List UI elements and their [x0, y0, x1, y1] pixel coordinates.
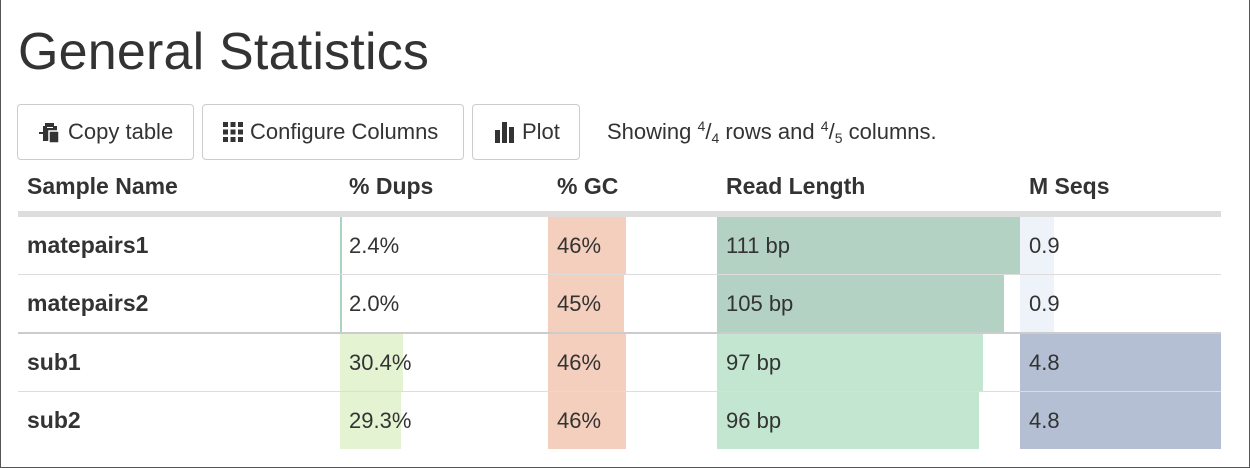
read-length-bar	[717, 334, 983, 391]
m-seqs-bar	[1020, 334, 1221, 391]
read-length-value: 97 bp	[726, 349, 782, 375]
sample-name: sub1	[27, 349, 81, 375]
gc-cell: 45%	[548, 274, 717, 333]
read-length-value: 105 bp	[726, 290, 794, 316]
m-seqs-value: 0.9	[1029, 290, 1060, 316]
read-length-cell: 96 bp	[717, 391, 1020, 450]
sample-name: matepairs1	[27, 232, 149, 258]
dups-bar	[340, 275, 343, 332]
gc-value: 46%	[557, 407, 602, 433]
m-seqs-value: 0.9	[1029, 232, 1060, 258]
dups-value: 29.3%	[349, 407, 412, 433]
read-length-bar	[717, 275, 1004, 332]
m-seqs-value: 4.8	[1029, 407, 1060, 433]
read-length-cell: 105 bp	[717, 274, 1020, 333]
read-length-cell: 111 bp	[717, 213, 1020, 275]
dups-bar	[340, 392, 401, 450]
copy-icon	[38, 120, 62, 144]
general-stats-table: Sample Name % Dups % GC Read Length M Se…	[18, 162, 1221, 450]
header-m-seqs[interactable]: M Seqs	[1020, 162, 1221, 217]
read-length-cell: 97 bp	[717, 332, 1020, 392]
sample-name-cell: matepairs2	[18, 274, 340, 333]
m-seqs-cell: 0.9	[1020, 213, 1221, 275]
dups-bar	[340, 217, 343, 274]
m-seqs-cell: 4.8	[1020, 391, 1221, 450]
gc-cell: 46%	[548, 213, 717, 275]
m-seqs-value: 4.8	[1029, 349, 1060, 375]
table-row: sub2 29.3% 46% 96 bp 4.8	[18, 391, 1221, 450]
header-read-length[interactable]: Read Length	[717, 162, 1020, 217]
header-gc[interactable]: % GC	[548, 162, 717, 217]
m-seqs-bar	[1020, 217, 1055, 274]
dups-value: 2.0%	[349, 290, 400, 316]
bar-chart-icon	[494, 121, 516, 143]
m-seqs-bar	[1020, 275, 1055, 332]
dups-cell: 2.4%	[340, 213, 548, 275]
table-row: matepairs1 2.4% 46% 111 bp 0.9	[18, 213, 1221, 275]
dups-bar	[340, 334, 404, 391]
dups-cell: 29.3%	[340, 391, 548, 450]
m-seqs-cell: 0.9	[1020, 274, 1221, 333]
dups-value: 30.4%	[349, 349, 412, 375]
table-row: matepairs2 2.0% 45% 105 bp 0.9	[18, 274, 1221, 333]
configure-columns-button[interactable]: Configure Columns	[202, 104, 464, 160]
read-length-bar	[717, 392, 980, 450]
gc-value: 46%	[557, 349, 602, 375]
read-length-value: 96 bp	[726, 407, 782, 433]
m-seqs-cell: 4.8	[1020, 332, 1221, 392]
sample-name-cell: sub1	[18, 332, 340, 392]
sample-name-cell: matepairs1	[18, 213, 340, 275]
gc-bar	[548, 275, 625, 332]
table-header-row: Sample Name % Dups % GC Read Length M Se…	[18, 162, 1221, 217]
sample-name: sub2	[27, 407, 81, 434]
plot-button[interactable]: Plot	[472, 104, 580, 160]
showing-summary: Showing 4/4 rows and 4/5 columns.	[607, 118, 937, 146]
table-row: sub1 30.4% 46% 97 bp 4.8	[18, 332, 1221, 392]
configure-columns-label: Configure Columns	[250, 119, 439, 144]
sample-name-cell: sub2	[18, 391, 340, 450]
read-length-bar	[717, 217, 1020, 274]
gc-cell: 46%	[548, 391, 717, 450]
dups-cell: 30.4%	[340, 332, 548, 392]
page-title: General Statistics	[18, 23, 430, 81]
read-length-value: 111 bp	[726, 232, 791, 258]
table-toolbar: Copy table Configure Columns Plot Showin…	[17, 104, 937, 160]
grid-icon	[222, 121, 244, 143]
dups-value: 2.4%	[349, 232, 400, 258]
copy-table-button[interactable]: Copy table	[17, 104, 194, 160]
gc-value: 46%	[557, 232, 602, 258]
plot-label: Plot	[522, 119, 560, 144]
gc-bar	[548, 334, 626, 391]
m-seqs-bar	[1020, 392, 1221, 450]
copy-table-label: Copy table	[68, 119, 174, 144]
gc-bar	[548, 392, 626, 450]
header-dups[interactable]: % Dups	[340, 162, 548, 217]
gc-value: 45%	[557, 290, 602, 316]
dups-cell: 2.0%	[340, 274, 548, 333]
header-sample-name[interactable]: Sample Name	[18, 162, 340, 217]
gc-cell: 46%	[548, 332, 717, 392]
sample-name: matepairs2	[27, 290, 149, 316]
gc-bar	[548, 217, 626, 274]
